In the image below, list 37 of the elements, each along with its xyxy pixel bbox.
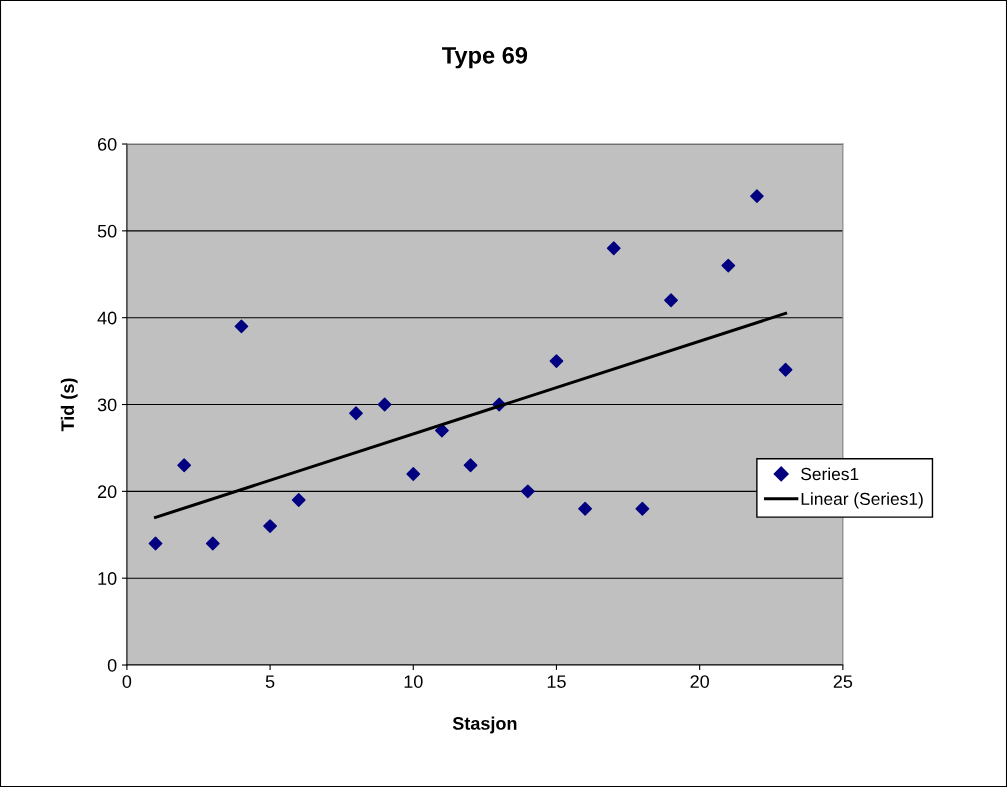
legend-label: Linear (Series1) [801, 492, 923, 509]
y-axis-title: Tid (s) [60, 378, 78, 432]
x-tick-label: 20 [690, 675, 709, 688]
point [549, 354, 564, 369]
x-tick-label: 15 [547, 675, 566, 688]
chart-title: Type 69 [442, 46, 528, 69]
y-tick-label: 30 [97, 398, 117, 412]
x-tick-label: 5 [265, 675, 275, 688]
x-tick-label: 0 [122, 675, 132, 688]
point [635, 501, 650, 516]
point [234, 319, 249, 334]
y-tick-label: 20 [97, 485, 117, 499]
point [750, 189, 764, 204]
x-tick-label: 25 [833, 675, 853, 688]
y-tick-label: 0 [107, 658, 117, 672]
point [263, 519, 277, 533]
x-tick-label: 10 [404, 675, 423, 688]
legend-label: Series1 [801, 467, 859, 481]
point [177, 458, 192, 473]
point [520, 484, 535, 499]
y-tick-label: 40 [97, 311, 117, 325]
point [664, 293, 678, 308]
y-tick-label: 10 [98, 572, 117, 585]
point [205, 536, 220, 551]
point [606, 241, 621, 256]
y-tick-label: 50 [97, 224, 117, 238]
point [721, 258, 736, 273]
point [778, 362, 793, 377]
x-axis-title: Stasjon [452, 716, 517, 734]
y-tick-label: 60 [98, 137, 117, 151]
point [463, 458, 478, 473]
point [377, 397, 392, 412]
point [406, 467, 421, 481]
point [148, 536, 163, 551]
point [291, 493, 306, 507]
point [578, 501, 593, 516]
point [349, 406, 363, 421]
